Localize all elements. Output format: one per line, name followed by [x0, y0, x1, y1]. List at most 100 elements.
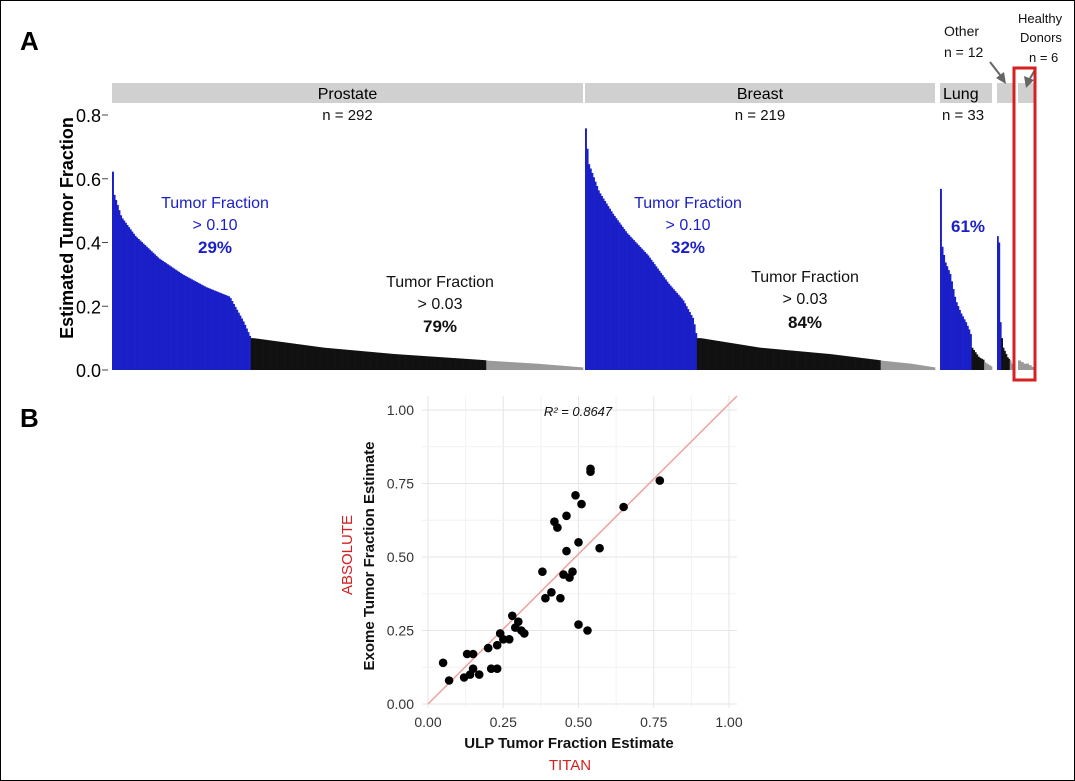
- tumor-fraction-bar: [810, 352, 813, 370]
- breast-tf003-line2: > 0.03: [783, 291, 828, 308]
- tumor-fraction-bar: [268, 340, 271, 370]
- tumor-fraction-bar: [420, 355, 423, 370]
- tumor-fraction-bar: [312, 346, 314, 370]
- tumor-fraction-bar: [954, 296, 957, 370]
- tumor-fraction-bar: [144, 245, 147, 370]
- tumor-fraction-bar: [249, 335, 252, 370]
- tumor-fraction-bar: [358, 350, 361, 370]
- tumor-fraction-bar: [139, 240, 142, 370]
- tumor-fraction-bar: [573, 366, 576, 370]
- tumor-fraction-bar: [746, 345, 749, 370]
- tumor-fraction-bar: [923, 365, 926, 370]
- tumor-fraction-bar: [115, 199, 118, 370]
- tumor-fraction-bar: [315, 346, 318, 370]
- tumor-fraction-bar: [791, 350, 794, 370]
- tumor-fraction-bar: [331, 348, 334, 370]
- tumor-fraction-bar: [387, 353, 390, 370]
- tumor-fraction-bar: [624, 231, 627, 370]
- tumor-fraction-bar: [149, 249, 152, 370]
- tumor-fraction-bar: [529, 363, 532, 370]
- tumor-fraction-bar: [647, 255, 650, 370]
- scatter-point: [562, 511, 571, 521]
- tumor-fraction-bar: [770, 348, 773, 370]
- tumor-fraction-bar: [867, 358, 870, 370]
- tumor-fraction-bar: [592, 177, 595, 370]
- tumor-fraction-bar: [717, 341, 720, 370]
- tumor-fraction-bar: [207, 287, 210, 370]
- tumor-fraction-bar: [864, 358, 867, 370]
- tumor-fraction-bar: [856, 357, 859, 370]
- tumor-fraction-bar: [310, 345, 313, 370]
- tumor-fraction-bar: [250, 338, 253, 371]
- tumor-fraction-bar: [544, 364, 547, 370]
- scatter-point: [468, 664, 478, 673]
- breast-tf010-line2: > 0.10: [666, 217, 711, 234]
- tumor-fraction-bar: [640, 248, 643, 370]
- tumor-fraction-bar: [987, 364, 990, 370]
- tumor-fraction-bar: [919, 365, 921, 370]
- tumor-fraction-bar: [880, 360, 883, 370]
- scatter-point: [468, 649, 478, 659]
- tumor-fraction-bar: [531, 363, 534, 370]
- tumor-fraction-bar: [497, 361, 500, 370]
- tumor-fraction-bar: [163, 262, 166, 370]
- tumor-fraction-bar: [764, 348, 766, 370]
- tumor-fraction-bar: [486, 360, 489, 370]
- tumor-fraction-bar: [265, 339, 268, 370]
- tumor-fraction-bar: [399, 354, 402, 370]
- tumor-fraction-bar: [189, 278, 192, 370]
- facet-name: Breast: [737, 86, 784, 103]
- tumor-fraction-bar: [789, 350, 792, 370]
- tumor-fraction-bar: [965, 322, 968, 370]
- other-label-line1: Other: [944, 23, 979, 39]
- scatter-point: [547, 588, 556, 597]
- tumor-fraction-bar: [362, 351, 364, 370]
- tumor-fraction-bar: [660, 272, 663, 370]
- scatter-point: [505, 635, 514, 644]
- tumor-fraction-bar: [402, 354, 405, 370]
- tumor-fraction-bar: [744, 345, 747, 370]
- tumor-fraction-bar: [955, 302, 958, 370]
- tumor-fraction-bar: [334, 348, 337, 370]
- tumor-fraction-bar: [563, 365, 566, 370]
- tumor-fraction-bar: [733, 343, 736, 370]
- tumor-fraction-bar: [682, 300, 685, 370]
- tumor-fraction-bar: [566, 366, 569, 370]
- tumor-fraction-bar: [709, 339, 712, 370]
- facet-strip: [585, 83, 935, 103]
- tumor-fraction-bar: [294, 343, 297, 370]
- scatter-point: [574, 538, 583, 547]
- tumor-fraction-bar: [963, 319, 966, 370]
- tumor-fraction-bar: [397, 354, 400, 370]
- tumor-fraction-bar: [773, 349, 776, 370]
- tumor-fraction-bar: [922, 365, 925, 370]
- tumor-fraction-bar: [1031, 366, 1035, 370]
- tumor-fraction-bar: [752, 346, 755, 370]
- tumor-fraction-bar: [432, 356, 435, 370]
- tumor-fraction-bar: [407, 354, 410, 370]
- tumor-fraction-bar: [324, 347, 327, 370]
- tumor-fraction-bar: [893, 361, 896, 370]
- tumor-fraction-bar: [166, 264, 169, 370]
- tumor-fraction-bar: [199, 283, 202, 370]
- tumor-fraction-bar: [907, 363, 910, 370]
- tumor-fraction-bar: [735, 343, 738, 370]
- tumor-fraction-bar: [1018, 360, 1022, 370]
- tumor-fraction-bar: [349, 350, 352, 370]
- tumor-fraction-bar: [328, 348, 331, 370]
- tumor-fraction-bar: [239, 315, 242, 370]
- tumor-fraction-bar: [858, 357, 861, 370]
- tumor-fraction-bar: [476, 359, 479, 370]
- scatter-point: [568, 567, 577, 576]
- scatter-point: [595, 543, 604, 553]
- tumor-fraction-bar: [141, 242, 143, 370]
- tumor-fraction-bar: [703, 338, 706, 370]
- tumor-fraction-bar: [851, 356, 854, 370]
- tumor-fraction-bar: [373, 352, 376, 370]
- tumor-fraction-bar: [473, 359, 476, 370]
- tumor-fraction-bar: [618, 222, 621, 370]
- tumor-fraction-bar: [308, 345, 311, 370]
- tumor-fraction-bar: [1001, 338, 1004, 371]
- tumor-fraction-bar: [581, 367, 584, 370]
- tumor-fraction-bar: [711, 339, 714, 370]
